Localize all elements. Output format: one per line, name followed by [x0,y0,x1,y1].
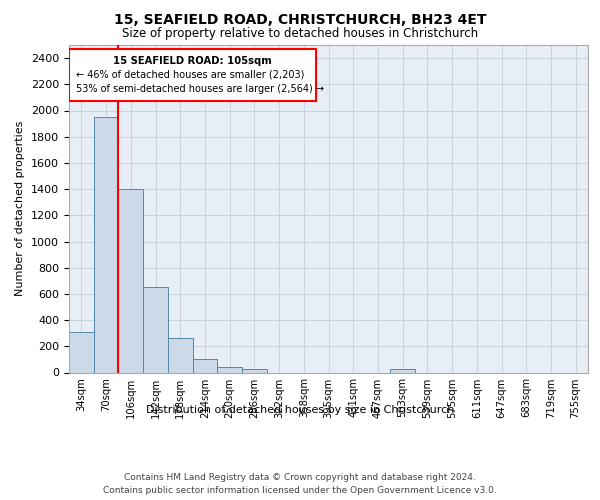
Text: Distribution of detached houses by size in Christchurch: Distribution of detached houses by size … [146,405,454,415]
Bar [69,49,316,102]
Text: Size of property relative to detached houses in Christchurch: Size of property relative to detached ho… [122,28,478,40]
Text: ← 46% of detached houses are smaller (2,203): ← 46% of detached houses are smaller (2,… [76,70,305,80]
Text: Contains HM Land Registry data © Crown copyright and database right 2024.: Contains HM Land Registry data © Crown c… [124,472,476,482]
Bar [118,189,143,372]
Text: 53% of semi-detached houses are larger (2,564) →: 53% of semi-detached houses are larger (… [76,84,325,94]
Bar [143,288,168,372]
Text: Contains public sector information licensed under the Open Government Licence v3: Contains public sector information licen… [103,486,497,495]
Bar [193,360,217,372]
Bar [69,332,94,372]
Bar [94,117,118,372]
Text: 15 SEAFIELD ROAD: 105sqm: 15 SEAFIELD ROAD: 105sqm [113,56,272,66]
Text: 15, SEAFIELD ROAD, CHRISTCHURCH, BH23 4ET: 15, SEAFIELD ROAD, CHRISTCHURCH, BH23 4E… [114,12,486,26]
Y-axis label: Number of detached properties: Number of detached properties [16,121,25,296]
Bar [390,369,415,372]
Bar [242,368,267,372]
Bar [168,338,193,372]
Bar [217,366,242,372]
